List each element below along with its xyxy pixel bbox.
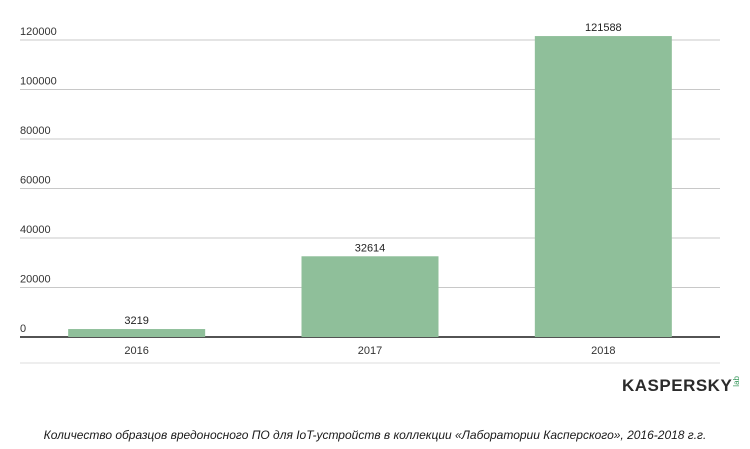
y-tick-label: 40000 xyxy=(20,224,51,236)
x-tick-label-2018: 2018 xyxy=(591,345,615,357)
y-axis-tick-labels: 0 20000 40000 60000 80000 100000 120000 xyxy=(20,26,57,335)
kaspersky-logo: KASPERSKY lab xyxy=(622,376,741,396)
y-tick-label: 80000 xyxy=(20,125,51,137)
x-tick-label-2017: 2017 xyxy=(358,345,382,357)
bar-2016 xyxy=(68,329,206,337)
y-tick-label: 20000 xyxy=(20,274,51,286)
chart-caption: Количество образцов вредоносного ПО для … xyxy=(43,428,707,442)
logo-lab-suffix: lab xyxy=(732,376,742,387)
y-tick-label: 120000 xyxy=(20,26,57,38)
bars xyxy=(68,36,672,337)
x-tick-label-2016: 2016 xyxy=(124,345,148,357)
logo-wordmark: KASPERSKY xyxy=(622,376,733,395)
bar-2018 xyxy=(534,36,672,337)
data-labels: 3219 32614 121588 xyxy=(124,22,621,327)
y-tick-label: 0 xyxy=(20,323,26,335)
y-tick-label: 100000 xyxy=(20,76,57,88)
data-label-2018: 121588 xyxy=(585,22,622,34)
data-label-2017: 32614 xyxy=(355,242,386,254)
y-tick-label: 60000 xyxy=(20,175,51,187)
data-label-2016: 3219 xyxy=(124,315,148,327)
bar-2017 xyxy=(301,256,439,337)
x-axis-tick-labels: 2016 2017 2018 xyxy=(124,345,615,357)
